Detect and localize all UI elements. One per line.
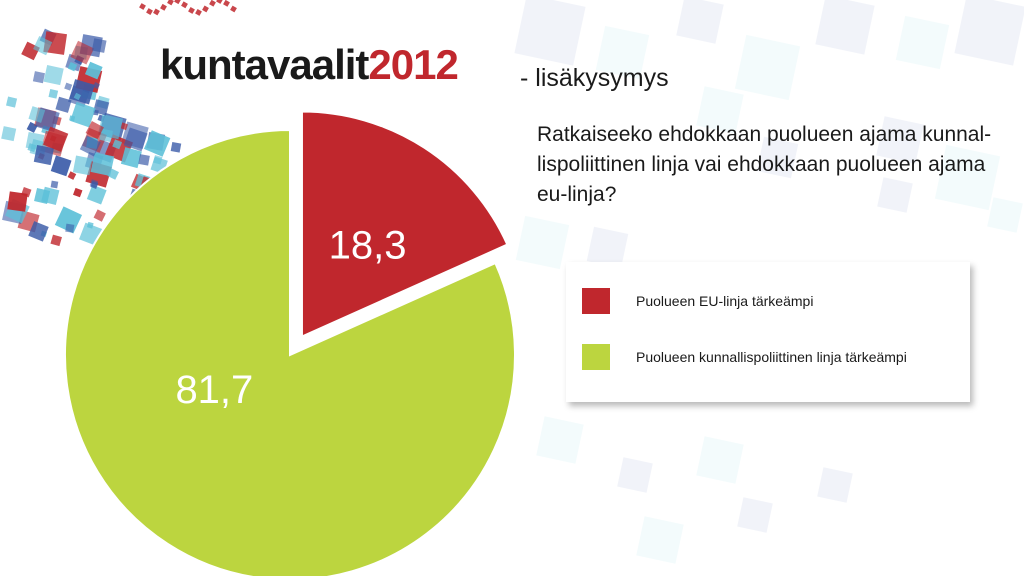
decor-square xyxy=(33,144,54,166)
decor-square xyxy=(50,155,72,177)
decor-square xyxy=(617,457,653,493)
decor-square xyxy=(170,142,182,153)
decor-square xyxy=(734,34,801,101)
decor-square xyxy=(28,106,46,123)
decor-square xyxy=(174,0,181,5)
decor-square xyxy=(6,96,18,108)
decor-square xyxy=(55,96,72,113)
decor-square xyxy=(64,82,73,91)
decor-square xyxy=(188,7,195,14)
decor-square xyxy=(84,61,103,80)
decor-square xyxy=(50,234,62,247)
decor-square xyxy=(209,0,216,7)
decor-square xyxy=(167,0,174,6)
decor-square xyxy=(160,3,167,11)
decor-square xyxy=(86,184,107,205)
decor-square xyxy=(876,116,924,164)
decor-square xyxy=(85,121,104,140)
decor-square xyxy=(107,168,119,180)
decor-square xyxy=(817,467,853,503)
decor-square xyxy=(92,81,100,90)
decor-square xyxy=(41,186,60,205)
decor-square xyxy=(90,180,99,189)
decor-square xyxy=(70,101,96,128)
brand-logo: kuntavaalit2012 xyxy=(160,41,459,88)
brand-year: 2012 xyxy=(368,41,458,88)
decor-square xyxy=(143,130,171,157)
decor-square xyxy=(48,88,59,99)
decor-square xyxy=(595,25,650,80)
decor-square xyxy=(195,9,202,16)
decor-square xyxy=(202,5,209,13)
decor-square xyxy=(536,416,584,464)
decor-square xyxy=(676,0,724,44)
decor-square xyxy=(65,223,75,233)
legend-item-eu: Puolueen EU-linja tärkeämpi xyxy=(582,286,813,316)
decor-square xyxy=(181,1,188,9)
decor-square xyxy=(877,177,913,213)
decor-square xyxy=(223,0,230,7)
decor-square xyxy=(636,516,684,564)
decor-square xyxy=(32,71,45,84)
decor-square xyxy=(815,0,875,55)
decor-square xyxy=(50,180,59,189)
decor-square xyxy=(43,126,69,152)
pie-slice-0 xyxy=(300,110,509,339)
decor-square xyxy=(138,154,150,166)
decor-square xyxy=(72,187,83,198)
decor-square xyxy=(79,135,101,157)
decor-square xyxy=(99,128,113,143)
legend: Puolueen EU-linja tärkeämpi Puolueen kun… xyxy=(566,262,970,402)
decor-square xyxy=(120,147,142,169)
decor-square xyxy=(737,497,773,533)
decor-square xyxy=(153,155,163,165)
decor-square xyxy=(33,36,53,56)
decor-square xyxy=(70,40,95,65)
legend-item-kunnallis: Puolueen kunnallispoliittinen linja tärk… xyxy=(582,342,907,372)
decor-square xyxy=(1,126,17,142)
decor-square xyxy=(756,136,799,179)
decor-square xyxy=(90,152,115,177)
decor-square xyxy=(146,8,153,15)
pie-label-1: 81,7 xyxy=(175,368,253,412)
decor-square xyxy=(515,215,570,270)
decor-square xyxy=(696,436,744,484)
pie-label-0: 18,3 xyxy=(329,223,407,267)
decor-square xyxy=(696,86,744,134)
decor-square xyxy=(67,61,78,72)
decor-square xyxy=(43,31,68,55)
decor-square xyxy=(91,38,107,53)
decor-square xyxy=(153,8,160,16)
decor-square xyxy=(120,122,129,131)
decor-square xyxy=(112,139,123,150)
legend-label-kunnallis: Puolueen kunnallispoliittinen linja tärk… xyxy=(636,349,907,365)
legend-swatch-eu xyxy=(582,288,610,314)
decor-square xyxy=(67,171,77,180)
decor-square xyxy=(934,144,1001,211)
decor-square xyxy=(123,127,148,152)
subtitle: - lisäkysymys xyxy=(520,64,669,92)
decor-square xyxy=(73,92,82,101)
pie-slice-1 xyxy=(64,128,516,576)
question-text: Ratkaiseeko ehdokkaan puolueen ajama kun… xyxy=(537,123,992,206)
decor-square xyxy=(216,0,223,4)
decor-square xyxy=(230,5,237,13)
decor-square xyxy=(895,15,950,70)
decor-square xyxy=(54,206,83,234)
decor-square xyxy=(987,197,1023,233)
decor-square xyxy=(7,191,28,212)
decor-square xyxy=(86,221,94,229)
decor-square xyxy=(93,209,106,222)
decor-square xyxy=(72,155,93,176)
decor-square xyxy=(139,3,146,10)
decor-square xyxy=(954,0,1024,66)
decor-square xyxy=(586,226,629,269)
legend-label-eu: Puolueen EU-linja tärkeämpi xyxy=(636,293,814,309)
decor-square xyxy=(43,65,64,86)
decor-square xyxy=(28,221,49,242)
legend-swatch-kunnallis xyxy=(582,344,610,370)
brand-text: kuntavaalit xyxy=(160,41,369,88)
decor-square xyxy=(514,0,586,66)
